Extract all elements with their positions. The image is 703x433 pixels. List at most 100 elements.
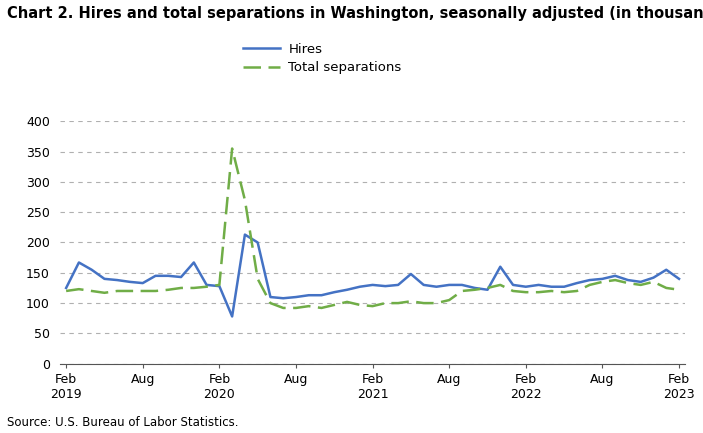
Hires: [240, 232, 249, 237]
Total separations: [458, 288, 466, 294]
Hires: [636, 279, 645, 284]
Hires: [420, 282, 428, 288]
Hires: [483, 287, 491, 292]
Hires: [547, 284, 555, 289]
Hires: [356, 284, 364, 289]
Hires: [470, 285, 479, 291]
Total separations: [650, 279, 658, 284]
Hires: [432, 284, 441, 289]
Hires: [624, 278, 632, 283]
Hires: [126, 279, 134, 284]
Hires: [75, 260, 83, 265]
Total separations: [279, 305, 288, 310]
Hires: [202, 282, 211, 288]
Total separations: [662, 285, 671, 291]
Total separations: [420, 301, 428, 306]
Hires: [598, 276, 607, 281]
Hires: [675, 276, 683, 281]
Hires: [611, 273, 619, 278]
Total separations: [113, 288, 122, 294]
Total separations: [138, 288, 147, 294]
Line: Hires: Hires: [66, 235, 679, 317]
Hires: [279, 296, 288, 301]
Hires: [509, 282, 517, 288]
Total separations: [190, 285, 198, 291]
Total separations: [445, 297, 453, 303]
Total separations: [240, 197, 249, 203]
Total separations: [177, 285, 186, 291]
Hires: [662, 267, 671, 272]
Total separations: [75, 287, 83, 292]
Total separations: [292, 305, 300, 310]
Total separations: [215, 282, 224, 288]
Hires: [586, 278, 594, 283]
Total separations: [304, 304, 313, 309]
Total separations: [381, 301, 389, 306]
Legend: Hires, Total separations: Hires, Total separations: [243, 43, 401, 74]
Hires: [394, 282, 402, 288]
Hires: [650, 275, 658, 280]
Total separations: [317, 305, 325, 310]
Hires: [534, 282, 543, 288]
Hires: [496, 264, 505, 269]
Hires: [522, 284, 530, 289]
Total separations: [496, 282, 505, 288]
Hires: [330, 290, 339, 295]
Hires: [228, 314, 236, 319]
Total separations: [368, 304, 377, 309]
Total separations: [598, 279, 607, 284]
Hires: [101, 276, 109, 281]
Total separations: [483, 285, 491, 291]
Hires: [138, 281, 147, 286]
Hires: [458, 282, 466, 288]
Total separations: [432, 301, 441, 306]
Total separations: [266, 301, 275, 306]
Hires: [113, 278, 122, 283]
Total separations: [228, 146, 236, 151]
Hires: [343, 287, 352, 292]
Total separations: [624, 281, 632, 286]
Total separations: [522, 290, 530, 295]
Text: Source: U.S. Bureau of Labor Statistics.: Source: U.S. Bureau of Labor Statistics.: [7, 416, 238, 429]
Total separations: [343, 299, 352, 304]
Hires: [292, 294, 300, 300]
Total separations: [356, 302, 364, 307]
Total separations: [675, 287, 683, 292]
Total separations: [126, 288, 134, 294]
Hires: [177, 275, 186, 280]
Total separations: [470, 287, 479, 292]
Total separations: [151, 288, 160, 294]
Total separations: [534, 290, 543, 295]
Hires: [317, 293, 325, 298]
Total separations: [611, 278, 619, 283]
Total separations: [560, 290, 568, 295]
Hires: [266, 294, 275, 300]
Hires: [87, 267, 96, 272]
Total separations: [62, 288, 70, 294]
Line: Total separations: Total separations: [66, 149, 679, 308]
Total separations: [254, 276, 262, 281]
Hires: [304, 293, 313, 298]
Total separations: [586, 282, 594, 288]
Total separations: [406, 299, 415, 304]
Hires: [164, 273, 172, 278]
Total separations: [394, 301, 402, 306]
Hires: [254, 240, 262, 245]
Total separations: [573, 288, 581, 294]
Hires: [406, 271, 415, 277]
Total separations: [101, 290, 109, 295]
Total separations: [87, 288, 96, 294]
Hires: [151, 273, 160, 278]
Total separations: [202, 284, 211, 289]
Hires: [560, 284, 568, 289]
Hires: [190, 260, 198, 265]
Hires: [381, 284, 389, 289]
Hires: [368, 282, 377, 288]
Total separations: [547, 288, 555, 294]
Hires: [573, 281, 581, 286]
Total separations: [164, 287, 172, 292]
Text: Chart 2. Hires and total separations in Washington, seasonally adjusted (in thou: Chart 2. Hires and total separations in …: [7, 6, 703, 22]
Hires: [215, 284, 224, 289]
Total separations: [636, 282, 645, 288]
Total separations: [509, 288, 517, 294]
